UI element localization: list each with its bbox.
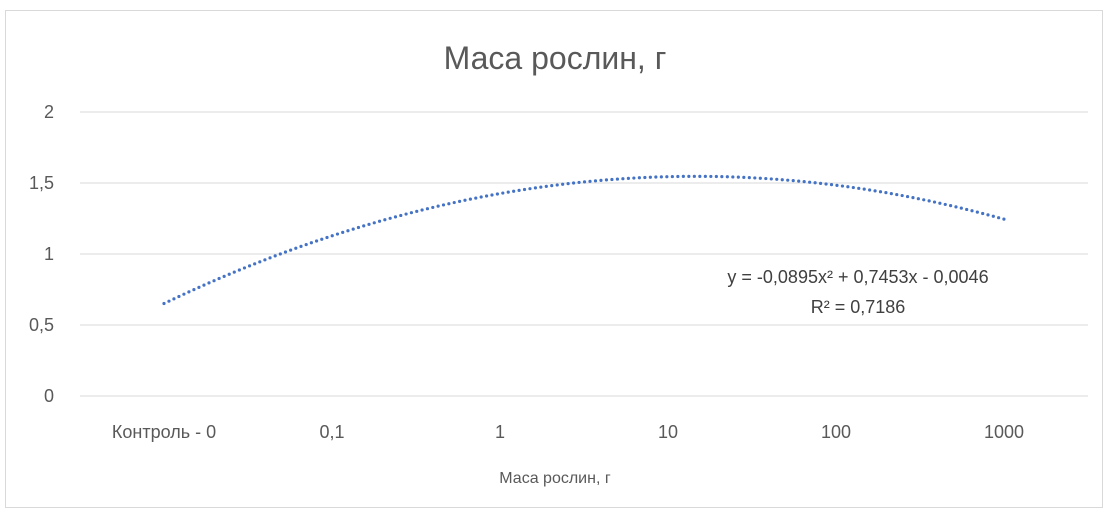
trendline [162,174,1006,306]
y-tick-label: 2 [44,102,54,122]
y-tick-label: 0 [44,386,54,406]
x-axis-ticks: Контроль - 0 0,1 1 10 100 1000 [112,422,1024,442]
y-tick-label: 0,5 [29,315,54,335]
x-tick-label: 10 [658,422,678,442]
x-tick-label: Контроль - 0 [112,422,216,442]
trendline-r-squared: R² = 0,7186 [811,297,906,317]
x-tick-label: 1 [495,422,505,442]
trendline-equation: y = -0,0895x² + 0,7453x - 0,0046 [727,267,988,287]
x-tick-label: 0,1 [319,422,344,442]
x-tick-label: 1000 [984,422,1024,442]
x-tick-label: 100 [821,422,851,442]
x-axis-title: Маса рослин, г [499,470,611,487]
chart-frame [5,10,1103,508]
y-tick-label: 1,5 [29,173,54,193]
gridlines [80,111,1088,397]
y-axis-ticks: 0 0,5 1 1,5 2 [29,102,54,406]
y-tick-label: 1 [44,244,54,264]
chart-title: Маса рослин, г [444,40,667,76]
